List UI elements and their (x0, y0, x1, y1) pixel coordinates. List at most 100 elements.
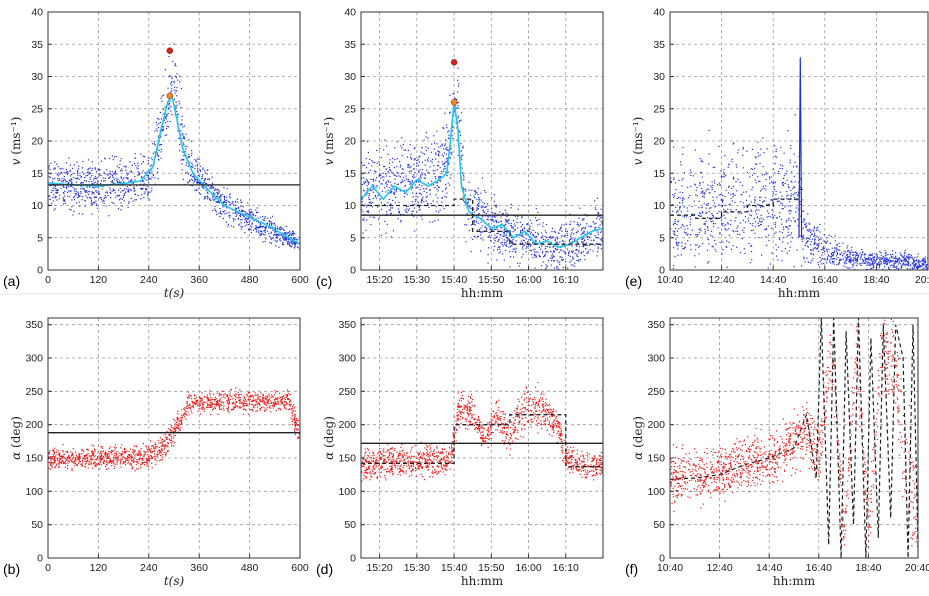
scatter-point (845, 251, 847, 253)
scatter-point (828, 248, 830, 251)
scatter-point (164, 444, 166, 446)
scatter-point (57, 172, 60, 174)
scatter-point (111, 155, 113, 157)
scatter-point (274, 390, 276, 392)
scatter-point (756, 209, 758, 211)
scatter-point (900, 259, 902, 261)
scatter-point (918, 261, 920, 263)
scatter-point (760, 214, 762, 216)
scatter-point (778, 238, 781, 241)
scatter-point (50, 191, 52, 194)
scatter-point (250, 231, 253, 234)
scatter-point (498, 238, 500, 240)
scatter-point (522, 246, 524, 248)
scatter-point (211, 185, 213, 187)
scatter-point (821, 254, 823, 256)
scatter-point (293, 242, 295, 244)
scatter-point (58, 461, 60, 463)
scatter-point (361, 183, 363, 185)
scatter-point (418, 209, 421, 211)
scatter-point (923, 257, 925, 260)
scatter-point (736, 166, 738, 168)
scatter-point (449, 156, 451, 158)
scatter-point (198, 175, 201, 177)
scatter-point (173, 441, 176, 444)
scatter-point (291, 411, 293, 414)
scatter-point (690, 174, 692, 177)
scatter-point (373, 217, 375, 219)
scatter-point (857, 255, 859, 257)
y-tick-label: 35 (31, 39, 43, 51)
scatter-point (73, 172, 75, 175)
scatter-point (160, 448, 163, 451)
scatter-point (515, 247, 517, 249)
scatter-point (552, 256, 554, 259)
scatter-point (505, 244, 507, 246)
scatter-point (206, 178, 209, 180)
scatter-point (799, 200, 801, 203)
scatter-point (104, 177, 106, 179)
scatter-point (126, 188, 128, 190)
scatter-point (595, 209, 597, 211)
scatter-point (848, 259, 850, 261)
scatter-point (462, 199, 465, 202)
scatter-point (54, 187, 56, 189)
scatter-point (407, 209, 409, 211)
scatter-point (68, 190, 70, 192)
scatter-point (802, 227, 805, 229)
scatter-point (77, 172, 79, 174)
scatter-point (103, 200, 105, 202)
scatter-point (748, 220, 750, 222)
plot-area (48, 387, 300, 472)
scatter-point (82, 188, 84, 190)
scatter-point (249, 215, 251, 217)
scatter-point (500, 242, 502, 244)
scatter-point (176, 95, 178, 97)
scatter-point (150, 164, 153, 166)
scatter-point (856, 258, 858, 260)
scatter-point (818, 242, 820, 244)
scatter-point (109, 157, 111, 160)
scatter-point (754, 198, 756, 201)
scatter-point (393, 192, 395, 194)
scatter-point (294, 431, 296, 433)
scatter-point (701, 211, 704, 213)
scatter-point (82, 461, 84, 463)
scatter-point (166, 113, 168, 116)
scatter-point (210, 187, 212, 189)
scatter-point (149, 191, 151, 193)
scatter-point (805, 224, 807, 226)
scatter-point (861, 249, 863, 251)
scatter-point (93, 192, 95, 195)
scatter-point (50, 456, 52, 458)
scatter-point (418, 161, 420, 163)
scatter-point (499, 211, 501, 213)
scatter-point (855, 260, 857, 262)
scatter-point (681, 242, 683, 244)
scatter-point (438, 146, 440, 148)
scatter-point (531, 222, 533, 224)
scatter-point (176, 417, 178, 419)
scatter-point (710, 230, 713, 232)
scatter-point (140, 466, 142, 468)
scatter-point (401, 179, 403, 181)
scatter-point (75, 455, 77, 457)
scatter-point (601, 240, 603, 242)
scatter-point (427, 137, 429, 139)
scatter-point (711, 188, 713, 190)
scatter-point (746, 150, 748, 152)
scatter-point (63, 462, 65, 464)
scatter-point (565, 253, 567, 255)
scatter-point (186, 171, 188, 173)
scatter-point (843, 252, 845, 255)
scatter-point (85, 195, 87, 197)
scatter-point (778, 200, 780, 202)
scatter-point (787, 184, 789, 186)
scatter-point (285, 404, 287, 406)
scatter-point (234, 404, 237, 406)
scatter-point (480, 250, 482, 252)
scatter-point (816, 235, 818, 237)
scatter-point (857, 256, 859, 258)
y-tick-label: 15 (653, 168, 665, 180)
scatter-point (832, 252, 835, 254)
